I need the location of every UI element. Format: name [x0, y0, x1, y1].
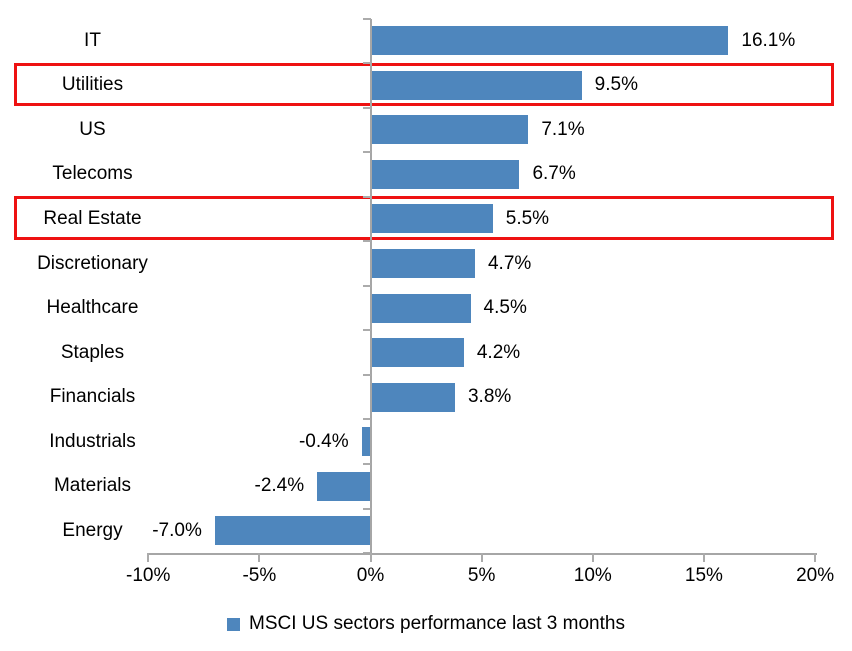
category-label-discretionary: Discretionary	[37, 252, 148, 274]
category-axis-tick	[362, 17, 371, 20]
value-label-it: 16.1%	[741, 29, 796, 51]
x-tick-label-5-: 5%	[467, 565, 496, 586]
category-axis-tick	[362, 373, 371, 376]
bar-us	[370, 115, 529, 145]
bar-energy	[214, 516, 371, 546]
category-axis-tick	[362, 463, 371, 465]
x-tick-label-20-: 20%	[796, 565, 835, 586]
x-tick-label-10-: 10%	[573, 565, 612, 586]
category-axis-tick	[362, 240, 371, 243]
category-label-industrials: Industrials	[49, 430, 136, 452]
value-axis-tick	[702, 553, 705, 562]
x-tick-label--5-: -5%	[242, 565, 277, 586]
highlight-box-utilities	[14, 62, 834, 107]
x-tick-label-0-: 0%	[356, 565, 385, 586]
bar-discretionary	[370, 249, 475, 279]
category-axis-tick	[362, 106, 371, 109]
legend-swatch-icon	[227, 617, 241, 631]
value-label-financials: 3.8%	[467, 386, 512, 408]
value-label-energy: -7.0%	[152, 519, 202, 541]
value-label-staples: 4.2%	[476, 341, 521, 363]
category-label-us: US	[79, 118, 106, 140]
bar-telecoms	[370, 159, 520, 189]
category-label-telecoms: Telecoms	[52, 163, 133, 185]
legend: MSCI US sectors performance last 3 month…	[0, 611, 852, 637]
highlight-box-real-estate	[14, 196, 834, 240]
value-axis-tick	[147, 553, 150, 562]
value-label-materials: -2.4%	[254, 475, 305, 497]
category-label-it: IT	[84, 29, 101, 51]
value-label-industrials: -0.4%	[298, 430, 349, 452]
bar-industrials	[361, 427, 371, 457]
value-label-discretionary: 4.7%	[487, 252, 532, 274]
value-label-healthcare: 4.5%	[483, 297, 527, 319]
value-axis-tick	[258, 553, 261, 562]
category-axis-tick	[362, 507, 371, 510]
category-axis-tick	[362, 62, 371, 65]
legend-label: MSCI US sectors performance last 3 month…	[249, 613, 625, 634]
category-label-utilities: Utilities	[61, 74, 124, 96]
x-tick-label-15-: 15%	[684, 565, 723, 586]
value-axis-tick	[814, 553, 817, 562]
bar-it	[370, 26, 729, 56]
bar-utilities	[370, 70, 582, 100]
category-label-real-estate: Real Estate	[43, 207, 142, 229]
bar-real-estate	[370, 204, 493, 234]
value-axis-tick	[369, 553, 372, 562]
category-axis-tick	[362, 418, 371, 421]
bar-materials	[317, 471, 371, 501]
bar-financials	[370, 382, 455, 412]
bar-staples	[370, 338, 464, 368]
category-axis-line	[369, 18, 372, 553]
category-axis-tick	[362, 284, 371, 287]
category-label-staples: Staples	[60, 341, 125, 363]
x-tick-label--10-: -10%	[126, 565, 171, 586]
category-axis-tick	[362, 195, 371, 198]
category-label-healthcare: Healthcare	[46, 297, 139, 319]
category-axis-tick	[362, 329, 371, 332]
category-axis-tick	[362, 151, 371, 154]
value-axis-tick	[591, 553, 594, 562]
category-label-energy: Energy	[62, 519, 123, 541]
value-label-real-estate: 5.5%	[505, 207, 550, 229]
category-label-materials: Materials	[53, 475, 132, 497]
value-label-telecoms: 6.7%	[532, 163, 576, 185]
value-axis-tick	[480, 553, 483, 562]
value-label-utilities: 9.5%	[594, 74, 638, 96]
bar-healthcare	[370, 293, 471, 323]
value-label-us: 7.1%	[541, 118, 585, 140]
category-label-financials: Financials	[49, 386, 136, 408]
